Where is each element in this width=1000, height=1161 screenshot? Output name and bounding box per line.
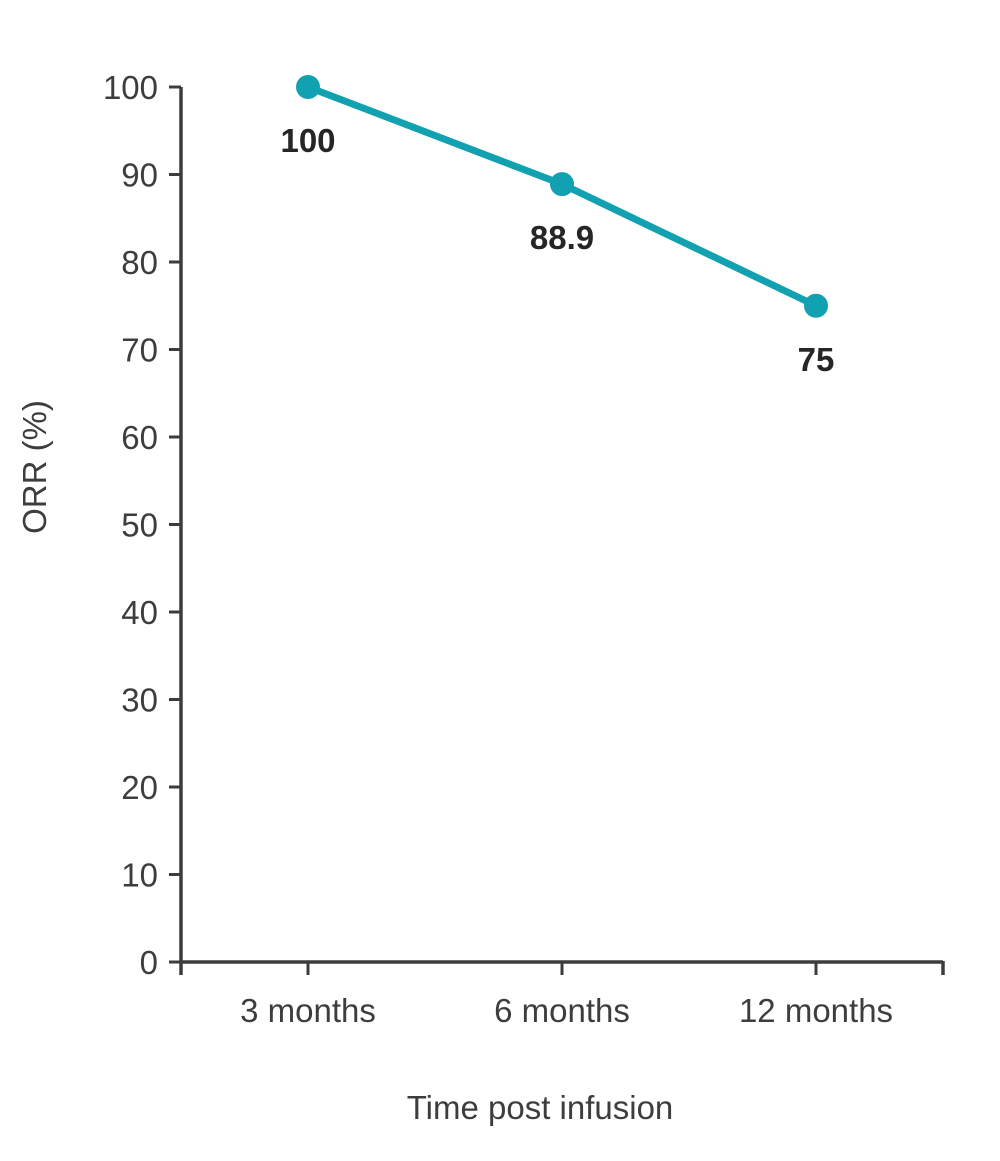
y-tick-label: 60 bbox=[121, 419, 158, 456]
y-tick-label: 20 bbox=[121, 769, 158, 806]
data-label: 88.9 bbox=[530, 219, 594, 256]
y-tick-label: 0 bbox=[140, 944, 158, 981]
series-layer: 100 88.9 75 bbox=[280, 75, 834, 378]
data-label: 100 bbox=[280, 122, 335, 159]
data-point bbox=[550, 172, 574, 197]
y-tick-label: 100 bbox=[103, 69, 158, 106]
y-tick-label: 70 bbox=[121, 332, 158, 369]
y-tick-label: 40 bbox=[121, 594, 158, 631]
y-axis-title: ORR (%) bbox=[16, 400, 53, 534]
data-point bbox=[296, 75, 320, 99]
x-tick-label: 3 months bbox=[240, 992, 376, 1029]
y-tick-label: 10 bbox=[121, 857, 158, 894]
x-tick-label: 6 months bbox=[494, 992, 630, 1029]
y-tick-label: 80 bbox=[121, 244, 158, 281]
data-line bbox=[304, 83, 820, 310]
x-axis-title: Time post infusion bbox=[407, 1089, 674, 1126]
x-tick-label: 12 months bbox=[739, 992, 893, 1029]
axes-layer: 0 10 20 30 40 50 60 70 80 90 100 3 months 6 months 12… bbox=[103, 69, 945, 1029]
y-tick-label: 50 bbox=[121, 507, 158, 544]
y-tick-label: 90 bbox=[121, 157, 158, 194]
data-point bbox=[804, 293, 828, 318]
data-label: 75 bbox=[798, 341, 835, 378]
y-tick-label: 30 bbox=[121, 682, 158, 719]
